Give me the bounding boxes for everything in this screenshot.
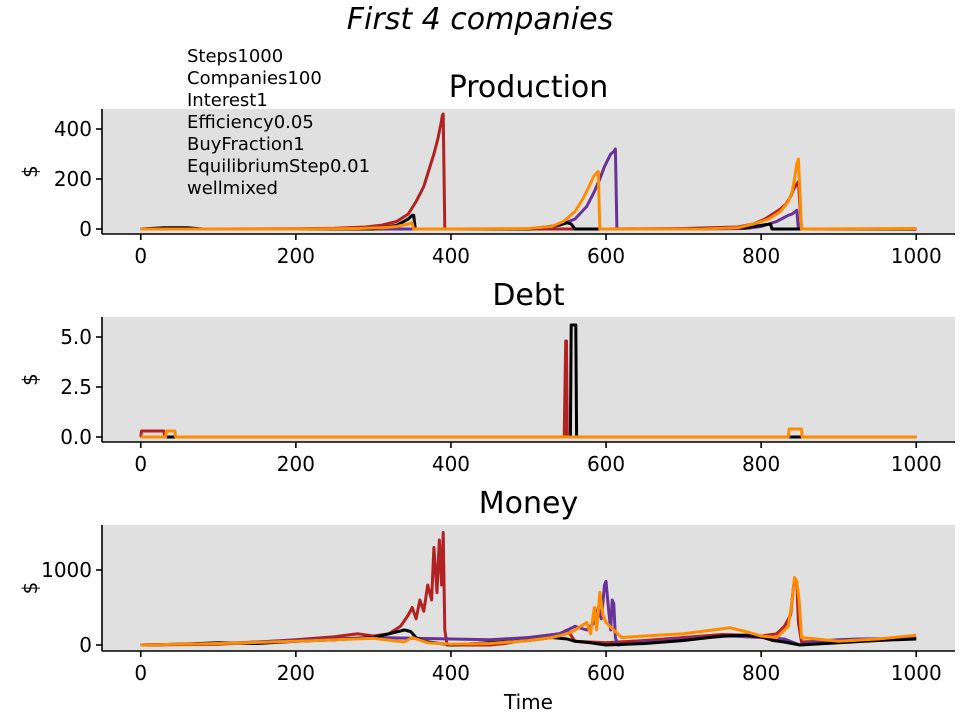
debt-series-group xyxy=(139,323,917,439)
figure-title: First 4 companies xyxy=(347,2,613,37)
debt-y-axis-label: $ xyxy=(18,373,42,386)
debt-x-tick-label: 200 xyxy=(277,452,315,476)
production-series-line-4 xyxy=(140,157,917,231)
debt-y-tick-label: 2.5 xyxy=(60,375,92,399)
money-y-tick-label: 0 xyxy=(79,633,92,657)
debt-y-tick-label: 5.0 xyxy=(60,325,92,349)
annotation-line: EquilibriumStep0.01 xyxy=(187,156,370,177)
money-x-tick-label: 400 xyxy=(432,661,470,685)
annotation-line: Steps1000 xyxy=(187,46,283,67)
production-y-tick-label: 400 xyxy=(54,117,92,141)
production-y-tick-label: 200 xyxy=(54,167,92,191)
parameter-annotation: Steps1000 Companies100 Interest1 Efficiency… xyxy=(187,46,370,199)
production-x-tick-label: 400 xyxy=(432,244,470,268)
production-x-tick-label: 200 xyxy=(277,244,315,268)
production-x-tick-label: 600 xyxy=(587,244,625,268)
production-series-group xyxy=(140,112,917,231)
money-series-group xyxy=(140,531,917,647)
money-x-tick-label: 800 xyxy=(742,661,780,685)
money-y-axis-label: $ xyxy=(18,582,42,595)
money-series-line-4 xyxy=(140,576,917,647)
debt-x-tick-label: 400 xyxy=(432,452,470,476)
debt-y-tick-label: 0.0 xyxy=(60,425,92,449)
debt-series-line-4 xyxy=(140,427,917,439)
annotation-line: Interest1 xyxy=(187,90,268,111)
money-x-tick-label: 0 xyxy=(134,661,147,685)
money-plot-area xyxy=(102,525,955,651)
money-x-tick-label: 600 xyxy=(587,661,625,685)
production-panel: 0 200 400 600 800 1000 0 200 400 Production $ xyxy=(18,70,955,268)
annotation-line: wellmixed xyxy=(187,178,278,199)
production-plot-area xyxy=(102,109,955,234)
debt-title: Debt xyxy=(492,278,565,313)
money-series-line-2 xyxy=(140,579,917,647)
money-panel: 0 200 400 600 800 1000 0 1000 Money $ Time xyxy=(18,486,955,714)
annotation-line: BuyFraction1 xyxy=(187,134,305,155)
money-y-tick-label: 1000 xyxy=(41,558,92,582)
production-title: Production xyxy=(449,70,609,105)
production-x-tick-label: 1000 xyxy=(891,244,942,268)
money-x-tick-label: 200 xyxy=(277,661,315,685)
debt-x-tick-label: 600 xyxy=(587,452,625,476)
annotation-line: Companies100 xyxy=(187,68,322,89)
production-y-tick-label: 0 xyxy=(79,217,92,241)
debt-x-tick-label: 1000 xyxy=(891,452,942,476)
money-x-tick-label: 1000 xyxy=(891,661,942,685)
money-title: Money xyxy=(479,486,578,521)
production-x-tick-label: 800 xyxy=(742,244,780,268)
debt-x-tick-label: 800 xyxy=(742,452,780,476)
debt-plot-area xyxy=(102,317,955,442)
production-x-tick-label: 0 xyxy=(134,244,147,268)
money-x-axis-label: Time xyxy=(503,690,553,714)
production-series-line-2 xyxy=(140,147,917,231)
annotation-line: Efficiency0.05 xyxy=(187,112,314,133)
debt-x-tick-label: 0 xyxy=(134,452,147,476)
production-y-axis-label: $ xyxy=(18,165,42,178)
subplots: 0 200 400 600 800 1000 0 200 400 Production $0 200 4… xyxy=(18,70,955,714)
debt-panel: 0 200 400 600 800 1000 0.0 2.5 5.0 Debt $ xyxy=(18,278,955,476)
